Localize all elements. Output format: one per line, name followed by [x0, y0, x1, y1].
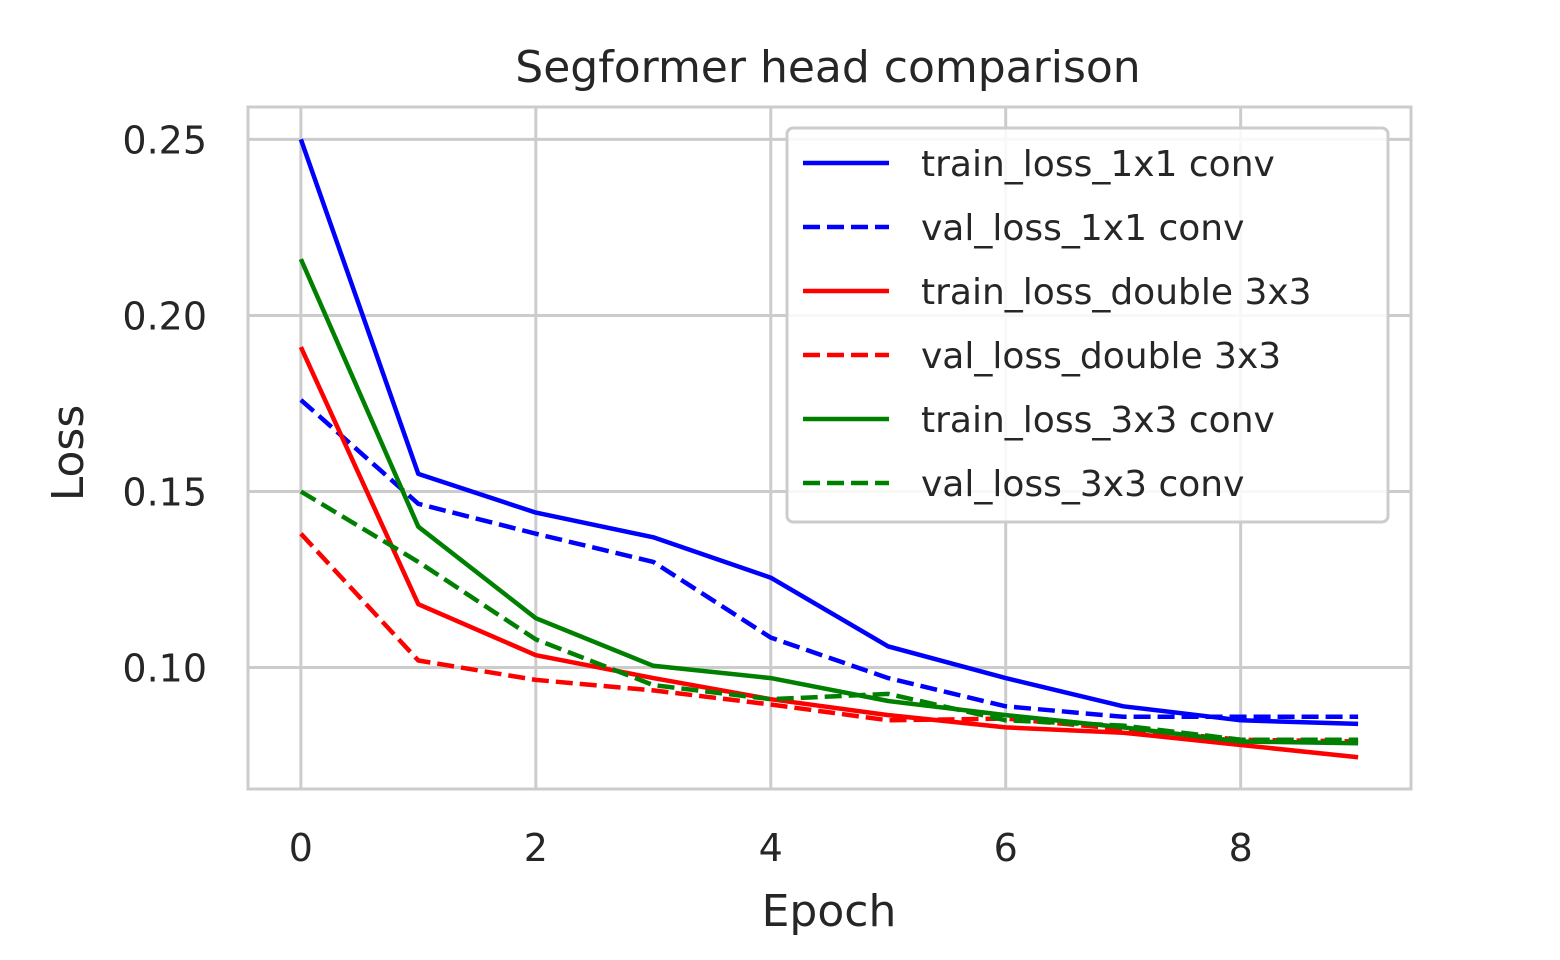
legend-label-5: val_loss_3x3 conv [921, 464, 1244, 505]
x-tick-label: 8 [1229, 826, 1253, 870]
y-axis-label: Loss [43, 405, 94, 502]
series-line-0 [298, 138, 1359, 727]
y-tick-label: 0.25 [122, 118, 207, 162]
chart-title: Segformer head comparison [515, 42, 1140, 93]
series-line-5 [299, 489, 1359, 742]
x-tick-label: 4 [759, 826, 783, 870]
x-tick-label: 6 [994, 826, 1018, 870]
plot-frame [246, 105, 1413, 791]
series-lines [298, 138, 1359, 760]
legend-label-3: val_loss_double 3x3 [921, 336, 1281, 377]
y-tick-label: 0.15 [122, 470, 207, 514]
y-axis-ticks: 0.10 0.15 0.20 0.25 [122, 118, 207, 690]
y-tick-label: 0.10 [122, 647, 207, 691]
legend-label-0: train_loss_1x1 conv [921, 144, 1275, 185]
x-tick-label: 2 [524, 826, 548, 870]
legend: train_loss_1x1 conv val_loss_1x1 conv trai… [785, 126, 1390, 524]
legend-label-1: val_loss_1x1 conv [921, 208, 1244, 249]
legend-box [785, 126, 1390, 524]
y-tick-label: 0.20 [122, 294, 207, 338]
series-line-2 [298, 346, 1359, 760]
legend-label-4: train_loss_3x3 conv [921, 400, 1275, 441]
x-axis-ticks: 0 2 4 6 8 [289, 826, 1253, 870]
legend-label-2: train_loss_double 3x3 [921, 272, 1312, 313]
x-tick-label: 0 [289, 826, 313, 870]
series-line-1 [299, 398, 1359, 720]
x-axis-label: Epoch [762, 886, 897, 937]
